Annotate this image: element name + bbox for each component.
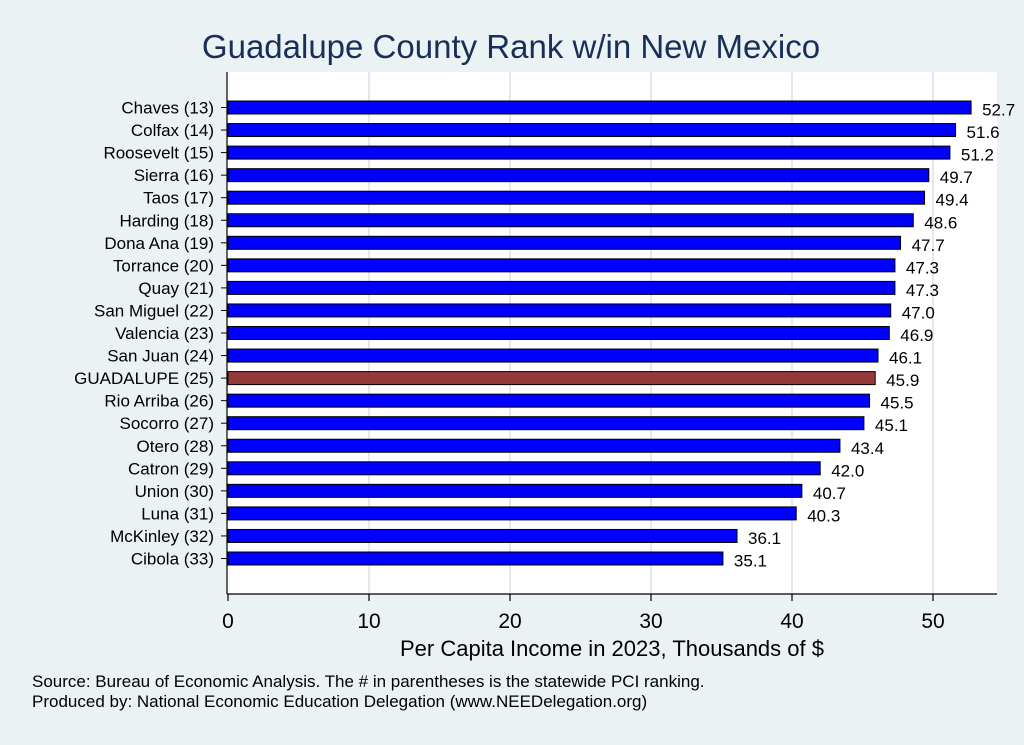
value-label-3: 49.7	[940, 168, 973, 187]
category-label-9: San Miguel (22)	[94, 301, 214, 320]
axes: 0 10 20 30 40 50	[221, 72, 997, 633]
category-label-11: San Juan (24)	[107, 347, 214, 366]
category-label-19: McKinley (32)	[110, 527, 214, 546]
value-label-9: 47.0	[902, 303, 935, 322]
value-label-10: 46.9	[900, 326, 933, 345]
bar-10	[227, 326, 890, 340]
bar-17	[227, 483, 803, 498]
bar-14	[227, 416, 865, 431]
bar-1	[227, 123, 957, 138]
bar-3	[227, 168, 930, 183]
bar-12	[227, 371, 876, 386]
value-label-0: 52.7	[982, 101, 1015, 120]
value-label-16: 42.0	[831, 461, 864, 480]
category-label-8: Quay (21)	[138, 279, 214, 298]
category-label-3: Sierra (16)	[134, 166, 214, 185]
x-tick-label-40: 40	[780, 610, 803, 633]
category-label-17: Union (30)	[135, 482, 214, 501]
x-tick-label-50: 50	[921, 610, 944, 633]
bar-6	[227, 235, 902, 250]
category-label-15: Otero (28)	[137, 437, 214, 456]
value-label-6: 47.7	[912, 236, 945, 255]
bar-11	[227, 348, 879, 363]
bar-0	[227, 100, 972, 115]
value-label-4: 49.4	[936, 191, 969, 210]
category-labels: Chaves (13) Colfax (14) Roosevelt (15) Sier…	[74, 99, 214, 569]
category-label-14: Socorro (27)	[120, 414, 214, 433]
bar-2	[227, 145, 951, 160]
chart-title: Guadalupe County Rank w/in New Mexico	[202, 28, 820, 65]
producer-note: Produced by: National Economic Education…	[32, 692, 648, 711]
bars	[227, 100, 972, 566]
x-tick-label-10: 10	[357, 610, 380, 633]
category-label-2: Roosevelt (15)	[103, 144, 214, 163]
category-label-4: Taos (17)	[143, 189, 214, 208]
value-label-5: 48.6	[924, 213, 957, 232]
category-label-0: Chaves (13)	[121, 99, 214, 118]
value-label-19: 36.1	[748, 529, 781, 548]
bar-19	[227, 528, 738, 543]
bar-8	[227, 280, 896, 295]
bar-16	[227, 461, 821, 476]
category-label-1: Colfax (14)	[131, 121, 214, 140]
value-label-13: 45.5	[881, 394, 914, 413]
category-label-18: Luna (31)	[141, 504, 214, 523]
value-label-12: 45.9	[886, 371, 919, 390]
bar-9	[227, 303, 892, 318]
category-label-16: Catron (29)	[128, 459, 214, 478]
value-label-2: 51.2	[961, 146, 994, 165]
value-label-15: 43.4	[851, 439, 884, 458]
x-tick-label-20: 20	[498, 610, 521, 633]
value-label-11: 46.1	[889, 349, 922, 368]
category-label-6: Dona Ana (19)	[104, 234, 214, 253]
x-tick-label-0: 0	[222, 610, 234, 633]
category-label-5: Harding (18)	[120, 211, 215, 230]
bar-13	[227, 393, 871, 408]
x-axis-label: Per Capita Income in 2023, Thousands of …	[400, 636, 824, 661]
bar-20	[227, 551, 724, 566]
bar-15	[227, 438, 841, 453]
bar-5	[227, 213, 914, 228]
category-label-20: Cibola (33)	[131, 550, 214, 569]
source-note: Source: Bureau of Economic Analysis. The…	[32, 672, 705, 691]
value-labels: 52.7 51.6 51.2 49.7 49.4 48.6 47.7 47.3 47.3 47.0…	[734, 101, 1015, 571]
value-label-1: 51.6	[967, 123, 1000, 142]
category-label-10: Valencia (23)	[115, 324, 214, 343]
category-label-7: Torrance (20)	[113, 256, 214, 275]
bar-7	[227, 258, 896, 273]
x-tick-label-30: 30	[639, 610, 662, 633]
value-label-20: 35.1	[734, 552, 767, 571]
value-label-17: 40.7	[813, 484, 846, 503]
category-label-13: Rio Arriba (26)	[104, 392, 214, 411]
value-label-8: 47.3	[906, 281, 939, 300]
category-label-12: GUADALUPE (25)	[74, 369, 214, 388]
value-label-14: 45.1	[875, 416, 908, 435]
value-label-7: 47.3	[906, 258, 939, 277]
bar-18	[227, 506, 797, 521]
bar-4	[227, 190, 926, 205]
value-label-18: 40.3	[807, 506, 840, 525]
